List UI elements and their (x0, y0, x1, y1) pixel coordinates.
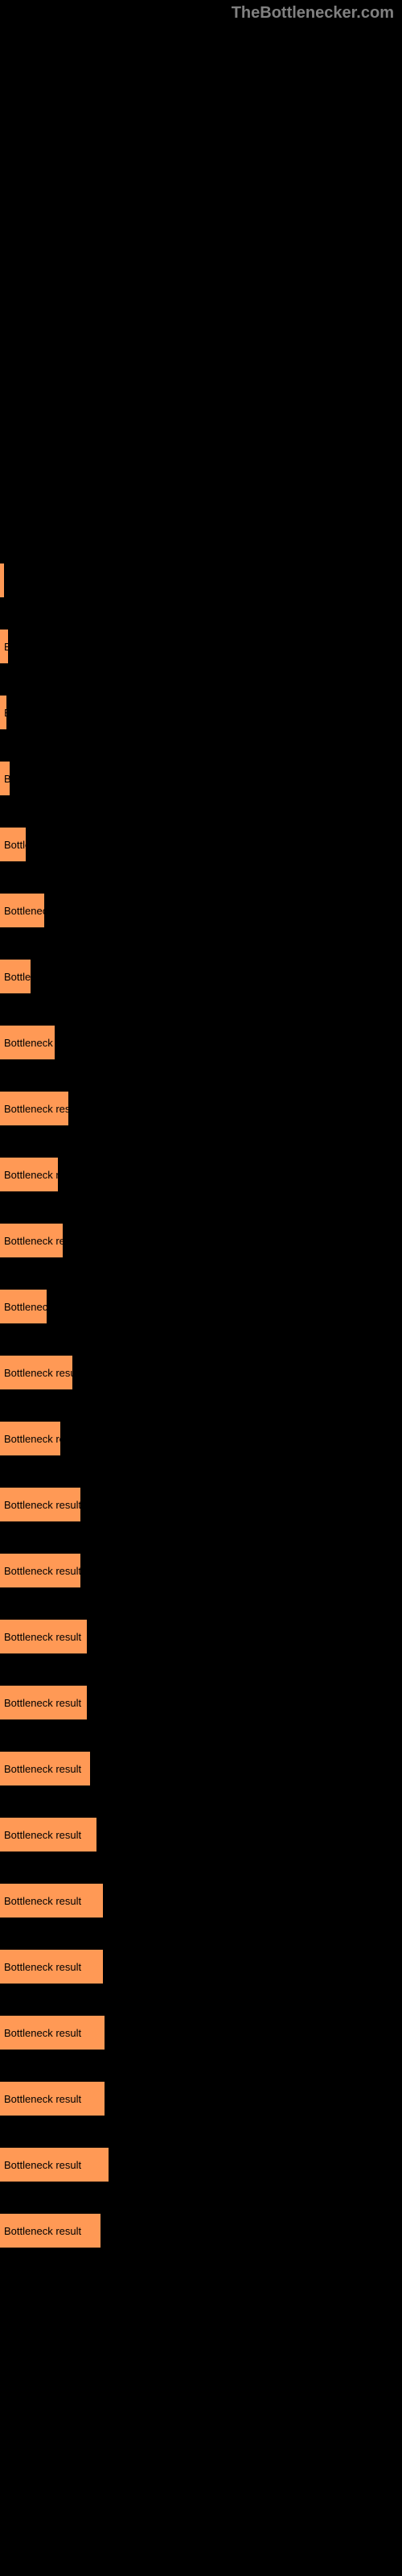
bar-row: Bottleneck result (0, 1884, 402, 1918)
bar: Bottleneck result (0, 1950, 103, 1984)
bar: Bottleneck (0, 1290, 47, 1323)
bar-row: B (0, 630, 402, 663)
bar: Bottleneck result (0, 1752, 90, 1785)
bar-row: Bottleneck r (0, 1026, 402, 1059)
bar: B (0, 762, 10, 795)
bar: Bottleneck r (0, 1158, 58, 1191)
bar-row: Bottleneck res (0, 1224, 402, 1257)
bar-row: Bottleneck r (0, 1158, 402, 1191)
bar: Bottleneck result (0, 2082, 105, 2116)
bar: Bottleneck result (0, 1554, 80, 1587)
bar-row: Bottleneck resul (0, 1356, 402, 1389)
bar-row: Bottleneck result (0, 1818, 402, 1852)
bar-row: Bottleneck result (0, 2214, 402, 2248)
bar: Bottleneck result (0, 1884, 103, 1918)
bar: Bottleneck result (0, 1488, 80, 1521)
watermark-text: TheBottlenecker.com (232, 4, 394, 23)
bar: Bottlen (0, 960, 31, 993)
bar-row: Bottleneck re (0, 1422, 402, 1455)
bar-row: Bottlen (0, 960, 402, 993)
bar: B (0, 696, 6, 729)
bar: Bottleneck result (0, 1686, 87, 1719)
bar: Bottleneck result (0, 2214, 100, 2248)
bar-row: Bottle (0, 828, 402, 861)
bar (0, 564, 4, 597)
bar: B (0, 630, 8, 663)
bar-row: Bottleneck result (0, 1752, 402, 1785)
bar-row: Bottleneck result (0, 1488, 402, 1521)
bar: Bottleneck (0, 894, 44, 927)
bar-row: Bottleneck result (0, 1686, 402, 1719)
bar-row: Bottleneck resu (0, 1092, 402, 1125)
bar: Bottle (0, 828, 26, 861)
bar-chart: BBBBottleBottleneckBottlenBottleneck rBo… (0, 0, 402, 2248)
bar-row: B (0, 696, 402, 729)
bar: Bottleneck re (0, 1422, 60, 1455)
bar-row: Bottleneck (0, 894, 402, 927)
bar: Bottleneck r (0, 1026, 55, 1059)
bar: Bottleneck result (0, 1818, 96, 1852)
bar: Bottleneck result (0, 1620, 87, 1653)
bar-row: Bottleneck result (0, 1620, 402, 1653)
bar-row: B (0, 762, 402, 795)
bar: Bottleneck resu (0, 1092, 68, 1125)
bar: Bottleneck resul (0, 1356, 72, 1389)
bar: Bottleneck result (0, 2148, 109, 2182)
bar-row: Bottleneck result (0, 2082, 402, 2116)
bar-row: Bottleneck result (0, 2148, 402, 2182)
bar-row: Bottleneck result (0, 2016, 402, 2050)
bar-row: Bottleneck (0, 1290, 402, 1323)
bar-row: Bottleneck result (0, 1950, 402, 1984)
bar-row: Bottleneck result (0, 1554, 402, 1587)
bar: Bottleneck result (0, 2016, 105, 2050)
bar: Bottleneck res (0, 1224, 63, 1257)
bar-row (0, 564, 402, 597)
